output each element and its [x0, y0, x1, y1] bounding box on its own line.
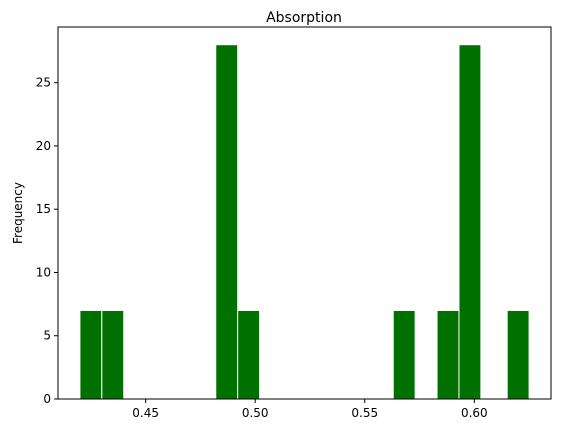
- y-tick-label: 5: [43, 329, 51, 343]
- histogram-bar: [101, 309, 125, 400]
- y-axis-ticks: 0 5 10 15 20 25: [36, 76, 58, 406]
- bars-layer: [79, 44, 530, 400]
- y-tick-label: 25: [36, 76, 51, 90]
- y-tick-label: 15: [36, 202, 51, 216]
- y-tick-label: 10: [36, 265, 51, 279]
- y-tick-label: 20: [36, 139, 51, 153]
- histogram-bar: [506, 309, 530, 400]
- x-tick-label: 0.55: [351, 406, 378, 420]
- chart-title: Absorption: [266, 10, 342, 26]
- y-tick-label: 0: [43, 392, 51, 406]
- x-tick-label: 0.45: [132, 406, 159, 420]
- histogram-bar: [458, 44, 482, 400]
- histogram-bar: [237, 309, 261, 400]
- x-axis-ticks: 0.45 0.50 0.55 0.60: [132, 399, 488, 420]
- histogram-bar: [79, 309, 103, 400]
- histogram-bar: [392, 309, 416, 400]
- histogram-bar: [436, 309, 460, 400]
- histogram-bar: [215, 44, 239, 400]
- plot-area-frame: [57, 26, 552, 400]
- x-tick-label: 0.60: [461, 406, 488, 420]
- x-tick-label: 0.50: [242, 406, 269, 420]
- y-axis-label: Frequency: [11, 182, 25, 244]
